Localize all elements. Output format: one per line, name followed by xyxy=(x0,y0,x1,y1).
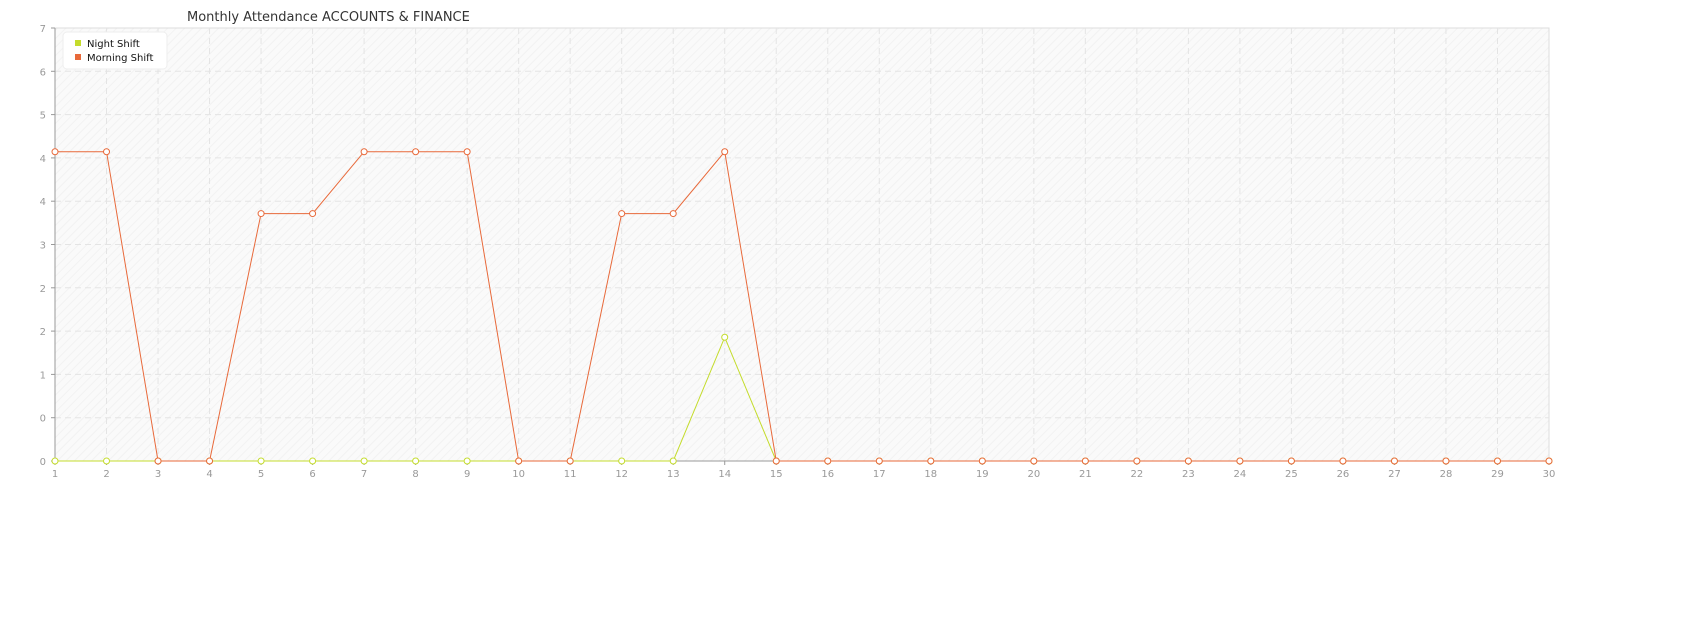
x-tick-label: 6 xyxy=(309,469,315,480)
data-point-morning-shift[interactable] xyxy=(875,457,883,465)
data-point-morning-shift[interactable] xyxy=(978,457,986,465)
legend: Night Shift Morning Shift xyxy=(62,31,168,70)
data-point-morning-shift[interactable] xyxy=(1339,457,1347,465)
x-tick-label: 23 xyxy=(1182,469,1195,480)
x-tick-label: 12 xyxy=(615,469,628,480)
data-point-morning-shift[interactable] xyxy=(257,210,265,218)
x-tick-label: 20 xyxy=(1027,469,1040,480)
data-point-morning-shift[interactable] xyxy=(721,148,729,156)
data-point-night-shift[interactable] xyxy=(360,457,368,465)
data-point-morning-shift[interactable] xyxy=(154,457,162,465)
x-tick-label: 14 xyxy=(718,469,731,480)
y-tick-label: 0 xyxy=(40,457,46,468)
y-tick-label: 7 xyxy=(40,24,46,35)
x-tick-label: 27 xyxy=(1388,469,1401,480)
data-point-morning-shift[interactable] xyxy=(412,148,420,156)
x-tick-label: 25 xyxy=(1285,469,1298,480)
x-tick-label: 26 xyxy=(1337,469,1350,480)
x-tick-label: 15 xyxy=(770,469,783,480)
data-point-night-shift[interactable] xyxy=(103,457,111,465)
legend-night-shift[interactable]: Night Shift xyxy=(87,39,140,50)
data-point-night-shift[interactable] xyxy=(257,457,265,465)
x-tick-label: 24 xyxy=(1234,469,1247,480)
data-point-morning-shift[interactable] xyxy=(1545,457,1553,465)
data-point-morning-shift[interactable] xyxy=(566,457,574,465)
data-point-morning-shift[interactable] xyxy=(309,210,317,218)
x-tick-label: 3 xyxy=(155,469,161,480)
y-tick-label: 1 xyxy=(40,370,46,381)
data-point-morning-shift[interactable] xyxy=(103,148,111,156)
data-point-morning-shift[interactable] xyxy=(1390,457,1398,465)
data-point-night-shift[interactable] xyxy=(51,457,59,465)
data-point-morning-shift[interactable] xyxy=(824,457,832,465)
series-line-morning-shift xyxy=(55,150,1549,462)
y-tick-label: 0 xyxy=(40,414,46,425)
data-point-night-shift[interactable] xyxy=(309,457,317,465)
x-tick-label: 4 xyxy=(206,469,212,480)
y-tick-label: 3 xyxy=(40,241,46,252)
legend-swatch-morning xyxy=(75,54,81,60)
x-tick-label: 19 xyxy=(976,469,989,480)
data-point-morning-shift[interactable] xyxy=(463,148,471,156)
x-tick-label: 30 xyxy=(1543,469,1556,480)
chart-title: Monthly Attendance ACCOUNTS & FINANCE xyxy=(187,10,470,25)
data-point-morning-shift[interactable] xyxy=(1287,457,1295,465)
data-point-night-shift[interactable] xyxy=(463,457,471,465)
x-tick-label: 29 xyxy=(1491,469,1504,480)
data-point-night-shift[interactable] xyxy=(412,457,420,465)
x-tick-label: 28 xyxy=(1440,469,1453,480)
x-tick-label: 1 xyxy=(52,469,58,480)
x-tick-label: 9 xyxy=(464,469,470,480)
y-tick-label: 4 xyxy=(40,197,46,208)
data-point-morning-shift[interactable] xyxy=(927,457,935,465)
y-tick-label: 2 xyxy=(40,284,46,295)
x-tick-label: 21 xyxy=(1079,469,1092,480)
x-tick-label: 22 xyxy=(1130,469,1143,480)
data-point-night-shift[interactable] xyxy=(721,333,729,341)
data-point-morning-shift[interactable] xyxy=(1493,457,1501,465)
data-point-morning-shift[interactable] xyxy=(1133,457,1141,465)
data-point-morning-shift[interactable] xyxy=(51,148,59,156)
legend-box xyxy=(62,31,168,70)
x-tick-label: 2 xyxy=(103,469,109,480)
y-tick-label: 2 xyxy=(40,327,46,338)
x-tick-label: 5 xyxy=(258,469,264,480)
data-point-morning-shift[interactable] xyxy=(1236,457,1244,465)
data-point-morning-shift[interactable] xyxy=(515,457,523,465)
legend-morning-shift[interactable]: Morning Shift xyxy=(87,53,153,64)
data-point-night-shift[interactable] xyxy=(669,457,677,465)
x-tick-label: 8 xyxy=(412,469,418,480)
y-tick-label: 5 xyxy=(40,111,46,122)
data-point-morning-shift[interactable] xyxy=(206,457,214,465)
data-point-morning-shift[interactable] xyxy=(772,457,780,465)
x-tick-label: 13 xyxy=(667,469,680,480)
data-point-morning-shift[interactable] xyxy=(1442,457,1450,465)
data-point-morning-shift[interactable] xyxy=(1184,457,1192,465)
data-point-morning-shift[interactable] xyxy=(1030,457,1038,465)
legend-swatch-night xyxy=(75,40,81,46)
y-tick-label: 6 xyxy=(40,67,46,78)
data-point-morning-shift[interactable] xyxy=(669,210,677,218)
x-tick-label: 11 xyxy=(564,469,577,480)
data-point-night-shift[interactable] xyxy=(618,457,626,465)
x-tick-label: 17 xyxy=(873,469,886,480)
y-tick-label: 4 xyxy=(40,154,46,165)
data-point-morning-shift[interactable] xyxy=(618,210,626,218)
data-point-morning-shift[interactable] xyxy=(1081,457,1089,465)
x-tick-label: 7 xyxy=(361,469,367,480)
x-tick-label: 18 xyxy=(924,469,937,480)
x-tick-label: 16 xyxy=(821,469,834,480)
data-point-morning-shift[interactable] xyxy=(360,148,368,156)
x-tick-label: 10 xyxy=(512,469,525,480)
